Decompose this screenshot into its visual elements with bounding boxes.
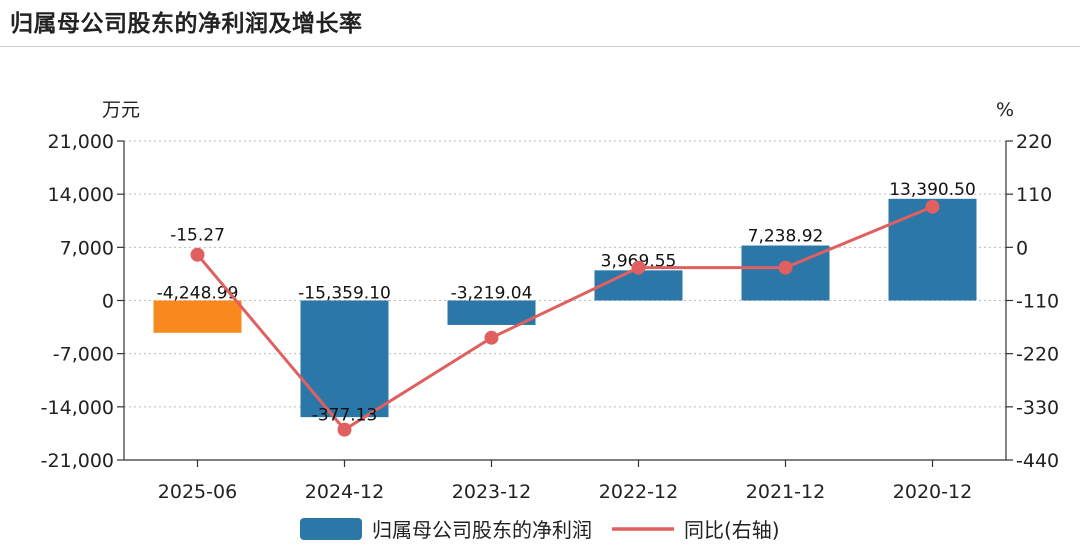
x-tick-label: 2022-12 — [599, 481, 678, 503]
x-tick-label: 2025-06 — [158, 481, 237, 503]
bar — [447, 300, 536, 325]
y-left-tick-label: 21,000 — [48, 131, 114, 153]
growth-point — [631, 260, 646, 275]
x-tick-label: 2020-12 — [893, 481, 972, 503]
growth-point — [337, 422, 352, 437]
y-right-tick-label: 220 — [1016, 131, 1052, 153]
bar — [300, 300, 389, 418]
x-tick-label: 2024-12 — [305, 481, 384, 503]
title-divider — [0, 46, 1080, 47]
y-left-tick-label: 0 — [102, 291, 114, 313]
legend-bar-swatch — [300, 518, 362, 540]
bar-value-label: 13,390.50 — [889, 180, 976, 200]
y-right-unit: % — [996, 99, 1014, 121]
bar — [594, 270, 683, 301]
y-right-tick-label: -440 — [1016, 450, 1059, 472]
chart-title: 归属母公司股东的净利润及增长率 — [10, 11, 363, 37]
bar-value-label: -3,219.04 — [451, 284, 533, 304]
line-value-label: -377.13 — [312, 406, 378, 426]
y-left-tick-label: -21,000 — [41, 450, 114, 472]
growth-point — [484, 330, 499, 345]
y-right-tick-label: -220 — [1016, 344, 1059, 366]
growth-point — [925, 199, 940, 214]
legend-bar-label: 归属母公司股东的净利润 — [372, 518, 592, 542]
bar-value-label: 7,238.92 — [748, 227, 824, 247]
y-left-tick-label: -14,000 — [41, 397, 114, 419]
y-right-tick-label: -330 — [1016, 397, 1059, 419]
y-right-tick-label: -110 — [1016, 291, 1059, 313]
bar-value-label: -4,248.99 — [157, 284, 239, 304]
x-tick-label: 2021-12 — [746, 481, 825, 503]
growth-point — [190, 247, 205, 262]
line-value-label: -15.27 — [170, 226, 225, 246]
y-left-tick-label: -7,000 — [53, 344, 114, 366]
bar — [153, 300, 242, 333]
bar — [888, 198, 977, 301]
y-right-tick-label: 0 — [1016, 237, 1028, 259]
bar-value-label: -15,359.10 — [298, 284, 391, 304]
y-left-tick-label: 7,000 — [60, 237, 114, 259]
x-tick-label: 2023-12 — [452, 481, 531, 503]
y-right-tick-label: 110 — [1016, 184, 1052, 206]
legend-line-label: 同比(右轴) — [684, 518, 780, 542]
y-left-tick-label: 14,000 — [48, 184, 114, 206]
growth-line — [196, 205, 934, 432]
growth-point — [778, 260, 793, 275]
y-left-unit: 万元 — [102, 99, 140, 121]
